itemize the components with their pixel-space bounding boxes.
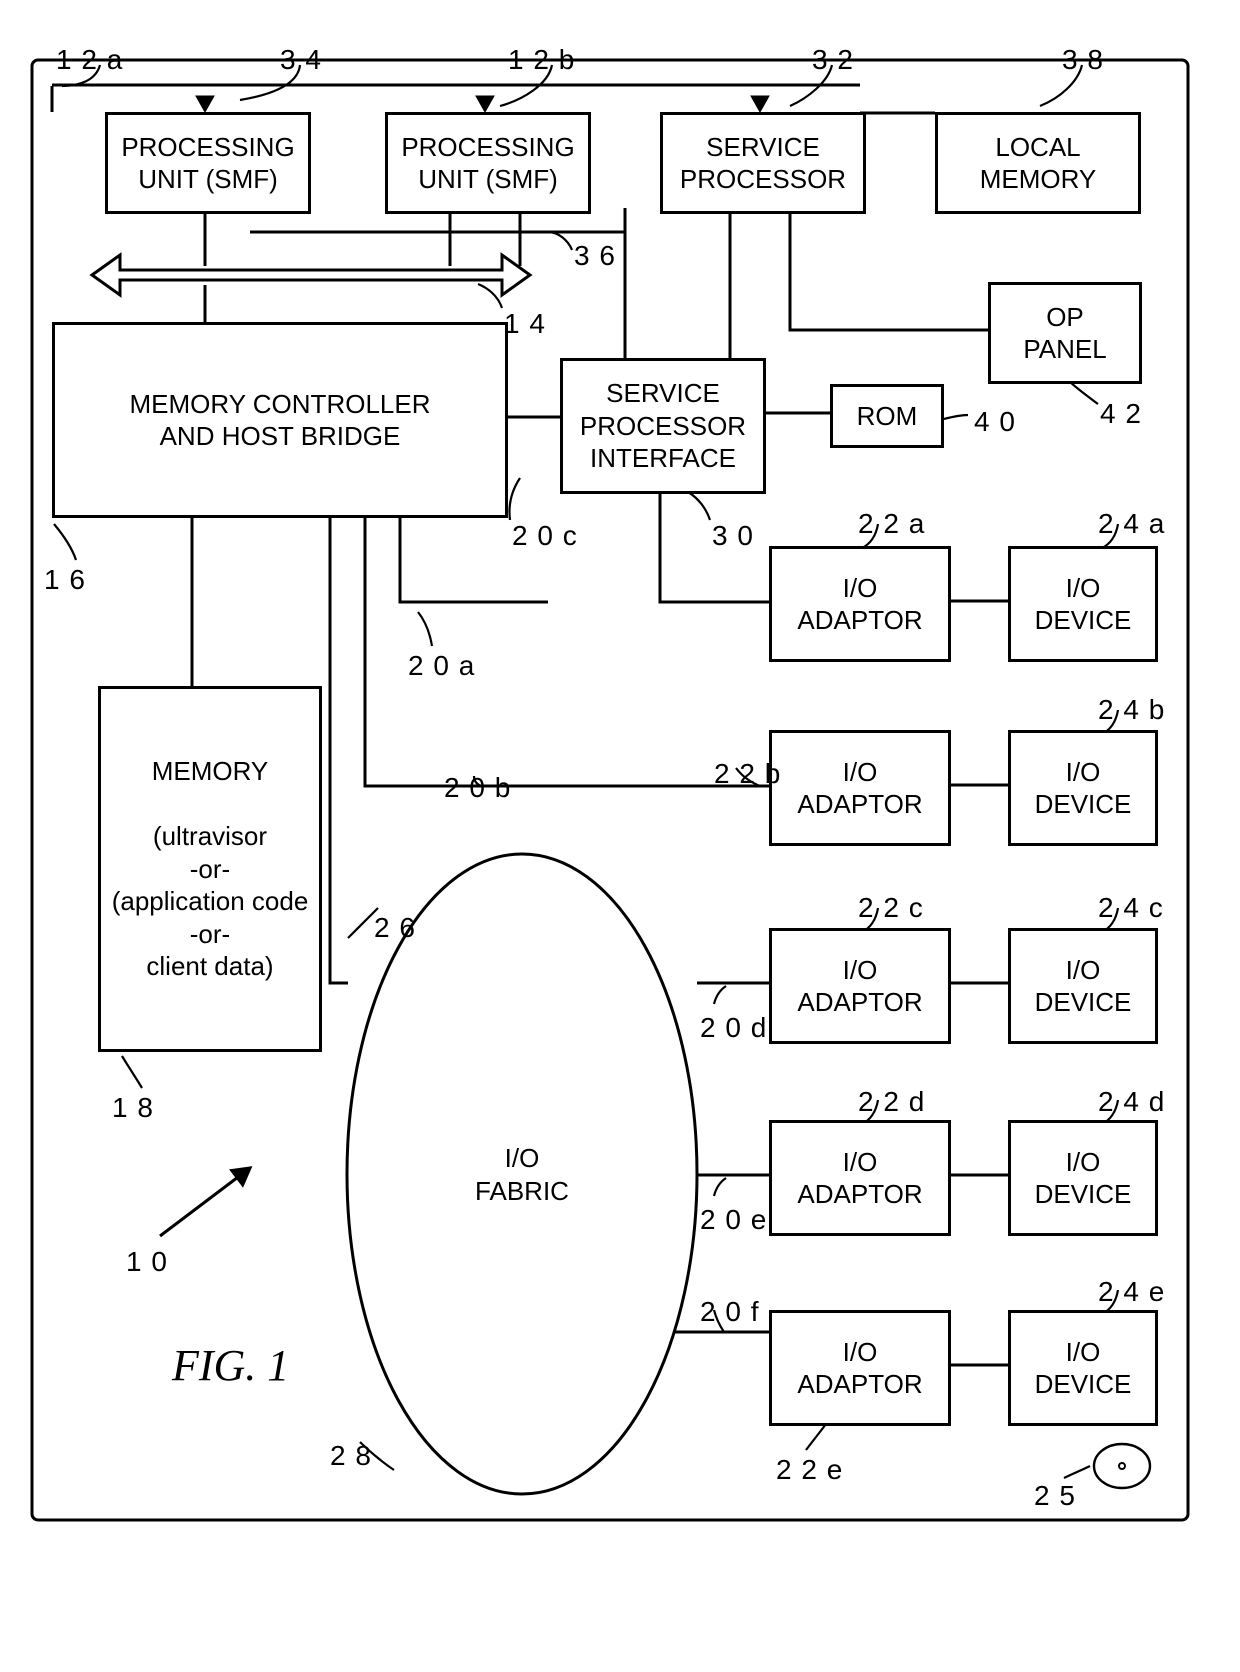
box-text: PROCESSINGUNIT (SMF) [117,127,298,200]
box-spi: SERVICEPROCESSORINTERFACE [560,358,766,494]
ref-36: 36 [574,240,625,272]
box-rom: ROM [830,384,944,448]
box-text: I/ODEVICE [1031,752,1136,825]
ref-24b: 24b [1098,694,1174,726]
box-text: OPPANEL [1019,297,1110,370]
box-text: I/ODEVICE [1031,950,1136,1023]
ref-20f: 20f [700,1296,768,1328]
ref-18: 18 [112,1092,163,1124]
box-text: I/ODEVICE [1031,1332,1136,1405]
box-local-mem: LOCALMEMORY [935,112,1141,214]
box-text: SERVICEPROCESSOR [676,127,850,200]
box-pu-a: PROCESSINGUNIT (SMF) [105,112,311,214]
ref-22d: 22d [858,1086,934,1118]
box-text: I/OADAPTOR [793,568,926,641]
ref-16: 16 [44,564,95,596]
ref-28: 28 [330,1440,381,1472]
ref-12a: 12a [56,44,132,76]
io-fabric-label: I/OFABRIC [462,1142,582,1207]
figure-label: FIG. 1 [172,1340,289,1391]
ref-22c: 22c [858,892,933,924]
box-text: PROCESSINGUNIT (SMF) [397,127,578,200]
ref-22a: 22a [858,508,934,540]
ref-20a: 20a [408,650,484,682]
box-io-adaptor-a: I/OADAPTOR [769,546,951,662]
box-text: LOCALMEMORY [976,127,1101,200]
ref-22e: 22e [776,1454,852,1486]
box-op-panel: OPPANEL [988,282,1142,384]
ref-20e: 20e [700,1204,776,1236]
ref-20d: 20d [700,1012,776,1044]
box-text: I/OADAPTOR [793,1142,926,1215]
ref-22b: 22b [714,758,790,790]
box-io-adaptor-c: I/OADAPTOR [769,928,951,1044]
box-text: ROM [853,396,922,437]
ref-25: 25 [1034,1480,1085,1512]
ref-24a: 24a [1098,508,1174,540]
box-io-adaptor-e: I/OADAPTOR [769,1310,951,1426]
ref-24d: 24d [1098,1086,1174,1118]
box-text: I/OADAPTOR [793,950,926,1023]
box-text: I/ODEVICE [1031,568,1136,641]
ref-40: 40 [974,406,1025,438]
ref-30: 30 [712,520,763,552]
box-text: I/OADAPTOR [793,1332,926,1405]
box-text: I/ODEVICE [1031,1142,1136,1215]
box-io-device-c: I/ODEVICE [1008,928,1158,1044]
ref-14: 14 [504,308,555,340]
ref-26: 26 [374,912,425,944]
ref-24c: 24c [1098,892,1173,924]
ref-20c: 20c [512,520,587,552]
ref-42: 42 [1100,398,1151,430]
box-text: I/OADAPTOR [793,752,926,825]
box-text: MEMORY CONTROLLERAND HOST BRIDGE [126,384,435,457]
ref-38: 38 [1062,44,1113,76]
box-io-device-b: I/ODEVICE [1008,730,1158,846]
ref-10: 10 [126,1246,177,1278]
ref-24e: 24e [1098,1276,1174,1308]
box-text: MEMORY(ultravisor-or-(application code-o… [108,751,313,987]
ref-32: 32 [812,44,863,76]
box-pu-b: PROCESSINGUNIT (SMF) [385,112,591,214]
box-io-device-e: I/ODEVICE [1008,1310,1158,1426]
box-io-adaptor-d: I/OADAPTOR [769,1120,951,1236]
box-io-adaptor-b: I/OADAPTOR [769,730,951,846]
ref-20b: 20b [444,772,520,804]
ref-34: 34 [280,44,331,76]
box-io-device-d: I/ODEVICE [1008,1120,1158,1236]
box-text: SERVICEPROCESSORINTERFACE [576,373,750,479]
ref-12b: 12b [508,44,584,76]
box-svc-proc: SERVICEPROCESSOR [660,112,866,214]
box-io-device-a: I/ODEVICE [1008,546,1158,662]
box-memory: MEMORY(ultravisor-or-(application code-o… [98,686,322,1052]
box-mc-hb: MEMORY CONTROLLERAND HOST BRIDGE [52,322,508,518]
